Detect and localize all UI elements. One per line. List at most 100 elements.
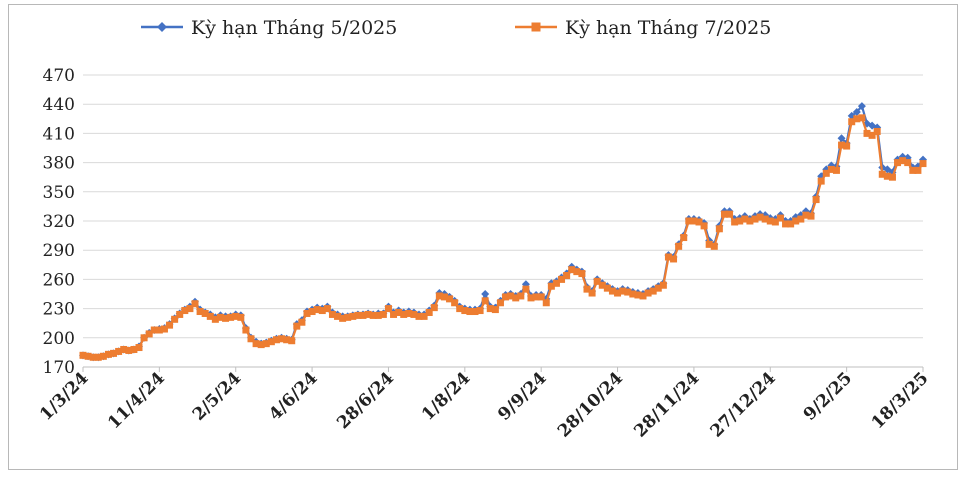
data-point (756, 213, 764, 221)
data-point (751, 215, 759, 223)
data-point (135, 344, 143, 352)
data-point (257, 341, 265, 349)
data-point (94, 353, 102, 361)
data-point (552, 279, 560, 287)
data-point (476, 307, 484, 315)
y-tick-label: 290 (43, 241, 75, 261)
x-tick-label: 28/6/24 (333, 368, 398, 433)
data-point (349, 312, 357, 320)
data-point (598, 281, 606, 289)
data-point (837, 134, 846, 143)
data-point (873, 127, 881, 135)
data-point (670, 255, 678, 263)
data-point (420, 312, 428, 320)
data-point (639, 292, 647, 300)
data-point (145, 330, 153, 338)
data-point (390, 310, 398, 318)
x-tick-label: 1/8/24 (418, 368, 475, 425)
data-point (318, 307, 326, 315)
data-point (400, 310, 408, 318)
data-point (695, 218, 703, 226)
data-point (919, 160, 927, 168)
data-point (227, 313, 235, 321)
data-point (807, 212, 815, 220)
data-point (675, 242, 683, 250)
data-point (680, 234, 688, 242)
series-1 (79, 102, 927, 362)
x-tick-label: 11/4/24 (104, 368, 169, 433)
data-point (89, 353, 97, 361)
data-point (79, 351, 87, 359)
y-tick-label: 170 (43, 358, 75, 378)
data-point (817, 177, 825, 185)
data-point (125, 346, 133, 354)
data-point (242, 326, 250, 334)
data-point (812, 196, 820, 204)
data-point (583, 285, 591, 293)
data-point (568, 266, 576, 274)
data-point (359, 311, 367, 319)
data-point (303, 309, 311, 317)
y-tick-label: 230 (43, 300, 75, 320)
data-point (868, 121, 877, 130)
data-point (700, 222, 708, 230)
data-point (272, 336, 280, 344)
x-tick-label: 9/2/25 (800, 368, 856, 424)
y-tick-label: 260 (43, 270, 75, 290)
data-point (787, 220, 795, 228)
data-point (171, 315, 179, 323)
x-tick-label: 28/10/24 (554, 368, 627, 441)
data-point (517, 292, 525, 300)
data-point (328, 310, 336, 318)
data-point (741, 215, 749, 223)
data-point (766, 217, 774, 225)
data-point (486, 305, 494, 313)
y-tick-label: 320 (43, 212, 75, 232)
data-point (878, 170, 886, 178)
data-point (894, 159, 902, 167)
x-tick-label: 27/12/24 (707, 368, 780, 441)
x-tick-label: 28/11/24 (630, 368, 703, 441)
data-point (843, 142, 851, 150)
legend-marker (157, 22, 167, 32)
data-point (608, 287, 616, 295)
data-point (848, 118, 856, 126)
data-point (659, 281, 667, 289)
data-point (746, 217, 754, 225)
data-point (369, 311, 377, 319)
chart-frame: Kỳ hạn Tháng 5/2025 Kỳ hạn Tháng 7/2025 1… (8, 4, 958, 470)
data-point (186, 305, 194, 313)
data-point (84, 352, 92, 360)
data-point (542, 299, 550, 307)
y-tick-label: 410 (43, 124, 75, 144)
data-point (425, 308, 433, 316)
data-point (323, 305, 331, 313)
data-point (99, 352, 107, 360)
data-point (909, 166, 917, 174)
data-point (761, 215, 769, 223)
data-point (344, 313, 352, 321)
data-point (868, 131, 876, 139)
data-point (853, 115, 861, 123)
data-point (313, 306, 321, 314)
data-point (863, 129, 871, 137)
data-point (267, 338, 275, 346)
x-tick-label: 2/5/24 (189, 368, 246, 425)
data-point (237, 313, 245, 321)
data-point (451, 299, 459, 307)
data-point (838, 141, 846, 149)
data-point (150, 326, 158, 334)
data-point (196, 308, 204, 316)
data-point (278, 335, 286, 343)
data-point (705, 240, 713, 248)
data-point (201, 309, 209, 317)
data-point (222, 314, 230, 322)
data-point (491, 306, 499, 314)
data-point (614, 289, 622, 297)
data-point (720, 210, 728, 218)
data-point (384, 305, 392, 313)
series-2 (79, 114, 927, 361)
data-point (155, 326, 163, 334)
data-point (440, 293, 448, 301)
data-point (456, 305, 464, 313)
